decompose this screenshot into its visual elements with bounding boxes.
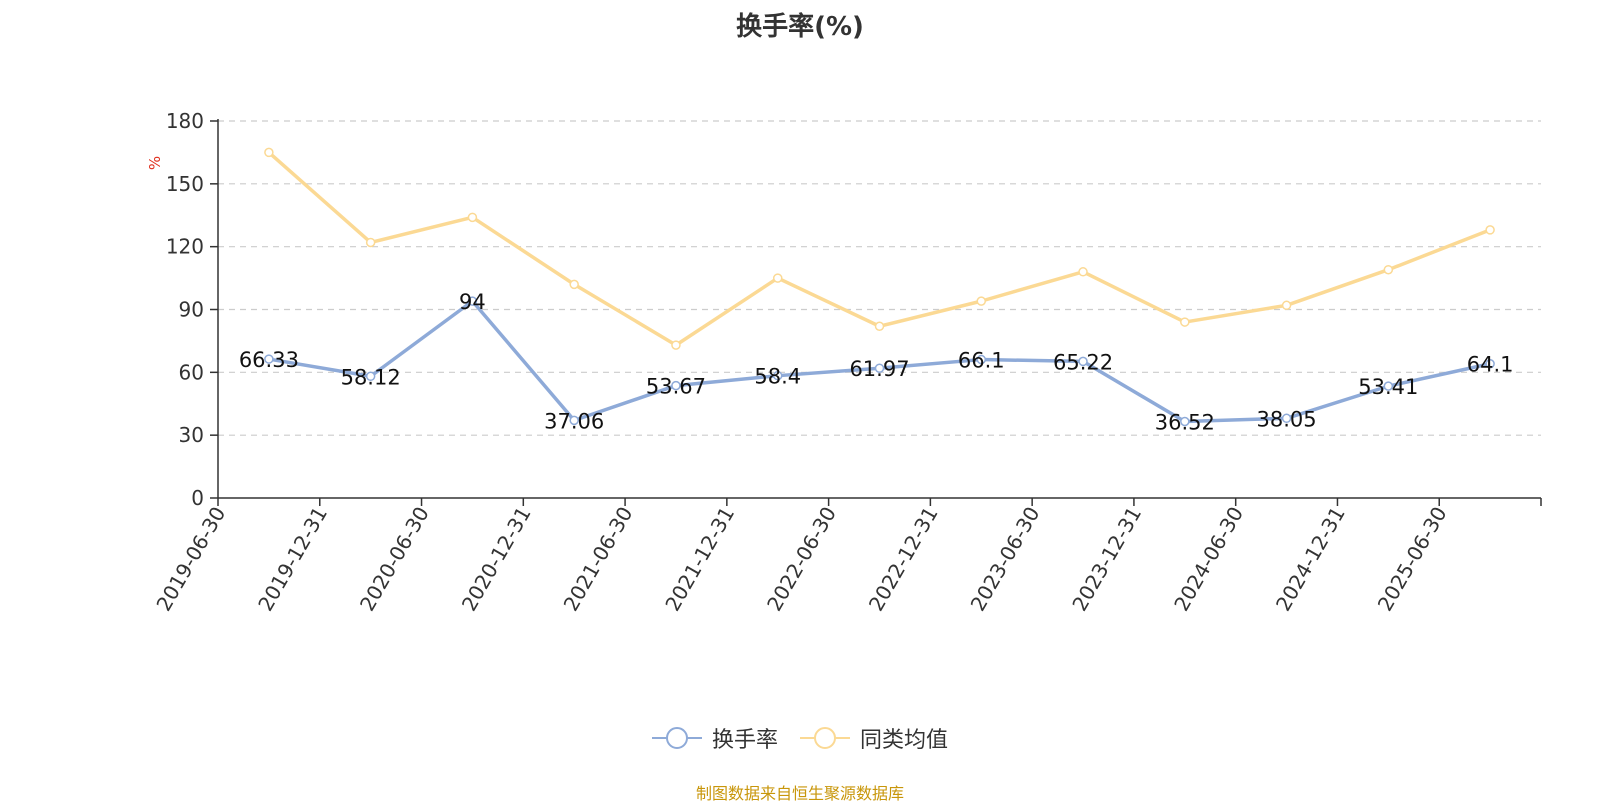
data-point [1078, 267, 1088, 277]
data-label: 38.05 [1257, 407, 1317, 431]
data-label: 53.67 [646, 375, 706, 399]
y-tick-label: 90 [179, 298, 204, 322]
data-point [467, 212, 478, 223]
data-point [1078, 356, 1088, 367]
x-tick-label: 2025-06-30 [1373, 503, 1452, 616]
data-label: 61.97 [849, 357, 909, 381]
x-tick-label: 2019-12-31 [253, 503, 332, 616]
data-label: 58.12 [341, 365, 401, 389]
data-point [1281, 300, 1292, 311]
data-label: 53.41 [1358, 375, 1418, 399]
data-point [1180, 416, 1190, 427]
data-point [365, 237, 376, 248]
data-point [1485, 358, 1495, 369]
source-note: 制图数据来自恒生聚源数据库 [695, 784, 904, 803]
x-tick-label: 2022-12-31 [864, 503, 943, 616]
data-point [467, 296, 478, 306]
data-label: 66.33 [239, 348, 299, 372]
series-layer [264, 147, 1495, 427]
x-tick-label: 2024-12-31 [1271, 503, 1350, 616]
data-label: 64.1 [1467, 353, 1514, 377]
data-point [772, 273, 783, 283]
y-tick-label: 30 [179, 423, 204, 447]
data-point [976, 296, 987, 306]
x-tick-label: 2020-12-31 [457, 503, 536, 616]
data-label: 37.06 [544, 409, 604, 433]
data-point [772, 370, 783, 381]
data-point [1383, 381, 1394, 391]
legend: 换手率 同类均值 [0, 722, 1600, 754]
x-tick-label: 2022-06-30 [762, 503, 841, 616]
legend-item-turnover[interactable]: 换手率 [651, 722, 778, 754]
data-point [365, 371, 376, 382]
y-tick-label: 120 [166, 235, 204, 259]
x-tick-label: 2023-06-30 [966, 503, 1045, 616]
data-point [874, 321, 885, 332]
data-point [1383, 264, 1394, 275]
x-tick-label: 2023-12-31 [1067, 503, 1146, 616]
data-point [569, 415, 579, 426]
y-tick-label: 0 [191, 486, 204, 510]
legend-marker-icon [651, 727, 702, 749]
data-point [264, 354, 274, 364]
data-point [569, 279, 579, 290]
y-tick-label: 150 [166, 172, 204, 196]
legend-label: 同类均值 [860, 728, 949, 753]
x-tick-label: 2019-06-30 [151, 503, 230, 616]
legend-item-peer-average[interactable]: 同类均值 [800, 722, 948, 754]
data-label-layer: 66.33 58.12 94 37.06 53.67 58.4 61.97 66.1 65.22… [239, 290, 1514, 434]
data-point [671, 380, 681, 391]
x-tick-label: 2021-06-30 [559, 503, 638, 616]
data-point [976, 354, 987, 365]
data-point [1485, 225, 1495, 235]
data-label: 58.4 [754, 365, 801, 389]
data-point [671, 340, 681, 350]
x-tick-label: 2021-12-31 [660, 503, 739, 616]
data-point [1281, 413, 1292, 424]
legend-marker-icon [800, 727, 850, 749]
y-tick-label: 60 [179, 360, 204, 384]
data-point [1180, 317, 1190, 327]
y-axis-label: % [146, 156, 164, 170]
data-label: 65.22 [1053, 350, 1113, 374]
legend-label: 换手率 [711, 728, 778, 753]
data-label: 94 [459, 290, 486, 314]
grid-layer [218, 120, 1541, 436]
data-point [264, 147, 274, 158]
chart-title: 换手率(%) [736, 12, 864, 42]
data-point [874, 363, 885, 373]
data-label: 36.52 [1155, 411, 1215, 435]
y-tick-label: 180 [166, 109, 204, 133]
x-tick-label: 2020-06-30 [355, 503, 434, 616]
data-label: 66.1 [958, 349, 1005, 373]
x-tick-label: 2024-06-30 [1169, 503, 1248, 616]
axis-layer: 0 30 60 90 120 150 180% 2019-06-30 2019-12-31 202… [146, 109, 1542, 616]
